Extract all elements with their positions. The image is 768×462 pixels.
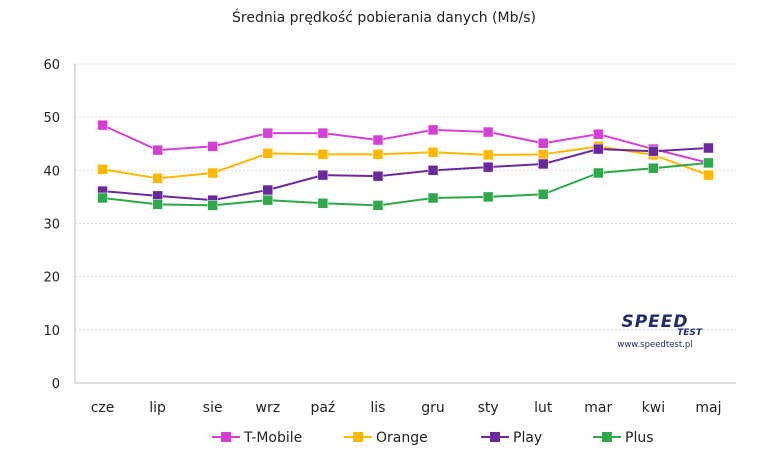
- data-point: [537, 149, 549, 160]
- data-point: [152, 144, 163, 156]
- data-point: [482, 149, 494, 161]
- legend-marker: [602, 432, 612, 442]
- y-tick-label: 50: [43, 111, 60, 126]
- x-tick-label: maj: [695, 400, 721, 416]
- data-point: [152, 199, 163, 210]
- y-tick-label: 40: [43, 164, 60, 179]
- chart-title: Średnia prędkość pobierania danych (Mb/s…: [232, 10, 536, 26]
- legend-label: Orange: [376, 430, 428, 446]
- legend-marker: [221, 432, 231, 442]
- series-line-t-mobile: [102, 124, 709, 164]
- logo-url: www.speedtest.pl: [617, 340, 693, 350]
- data-point: [152, 173, 163, 184]
- x-tick-label: mar: [584, 400, 612, 416]
- data-point: [648, 162, 659, 174]
- data-point: [703, 142, 714, 154]
- data-point: [97, 192, 108, 204]
- data-point: [648, 145, 659, 157]
- data-point: [262, 127, 274, 139]
- data-point: [427, 165, 439, 176]
- data-point: [593, 143, 604, 155]
- data-point: [482, 126, 494, 138]
- x-tick-label: wrz: [256, 400, 281, 416]
- series-line-play: [102, 147, 709, 202]
- legend-label: T-Mobile: [243, 430, 302, 446]
- x-tick-label: gru: [421, 400, 445, 416]
- data-point: [97, 164, 108, 175]
- legend-marker: [490, 432, 500, 442]
- x-tick-label: sie: [203, 400, 223, 416]
- data-point: [703, 157, 714, 169]
- data-point: [317, 127, 329, 139]
- x-tick-label: lip: [149, 400, 166, 416]
- logo-sub: TEST: [677, 328, 702, 338]
- y-tick-label: 20: [43, 271, 60, 286]
- legend-label: Plus: [625, 430, 654, 446]
- y-tick-label: 10: [43, 324, 60, 339]
- data-point: [207, 141, 218, 152]
- series-line-orange: [102, 145, 709, 180]
- data-point: [317, 169, 329, 181]
- series-line-plus: [102, 161, 709, 207]
- x-tick-label: cze: [91, 400, 115, 416]
- data-point: [262, 184, 274, 196]
- y-tick-label: 0: [52, 377, 60, 392]
- data-point: [372, 200, 384, 211]
- data-point: [427, 124, 439, 136]
- x-tick-label: lut: [534, 400, 553, 416]
- data-point: [537, 137, 549, 149]
- x-tick-label: paź: [310, 400, 335, 416]
- data-point: [427, 192, 439, 204]
- x-tick-label: sty: [478, 400, 499, 416]
- data-point: [262, 148, 274, 159]
- legend-label: Play: [513, 430, 542, 446]
- data-point: [593, 128, 604, 140]
- data-point: [262, 194, 274, 206]
- data-point: [372, 134, 384, 146]
- data-point: [537, 189, 549, 200]
- legend-marker: [353, 432, 363, 442]
- data-point: [372, 170, 384, 182]
- data-point: [97, 119, 108, 131]
- x-tick-label: kwi: [642, 400, 665, 416]
- data-point: [372, 149, 384, 160]
- data-point: [427, 147, 439, 158]
- data-point: [317, 198, 329, 209]
- logo-word: SPEED: [621, 312, 689, 332]
- data-point: [537, 158, 549, 170]
- data-point: [207, 167, 218, 179]
- y-tick-label: 30: [43, 218, 60, 233]
- speedtest-logo: SPEED TEST www.speedtest.pl: [600, 312, 710, 350]
- data-point: [703, 169, 714, 181]
- data-point: [207, 200, 218, 211]
- x-tick-label: lis: [370, 400, 385, 416]
- data-point: [593, 167, 604, 179]
- data-point: [317, 149, 329, 160]
- data-point: [482, 161, 494, 173]
- y-tick-label: 60: [43, 58, 60, 73]
- data-point: [482, 191, 494, 203]
